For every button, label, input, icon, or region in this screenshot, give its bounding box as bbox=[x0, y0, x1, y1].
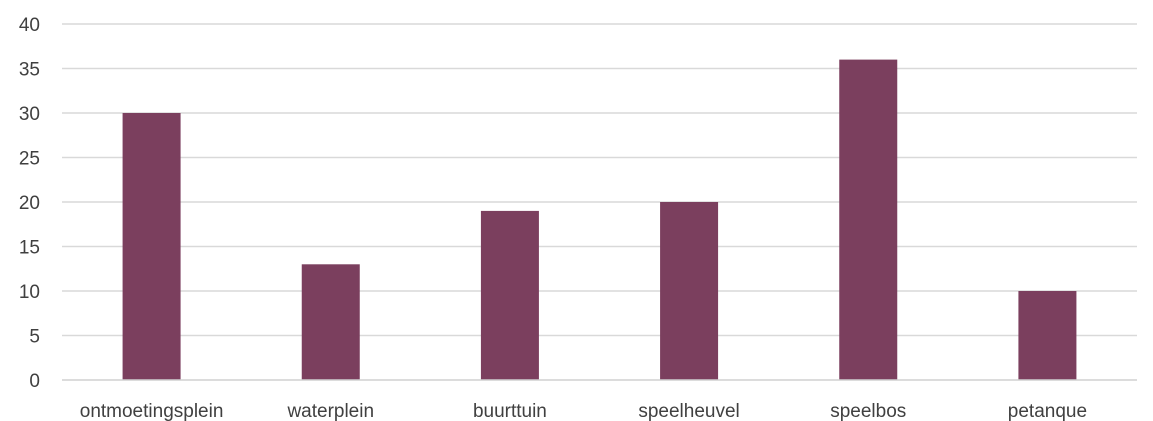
bar-speelbos bbox=[839, 59, 898, 380]
x-axis-category-labels: ontmoetingsplein waterplein buurttuin speel… bbox=[80, 401, 1087, 421]
x-tick-label: speelheuvel bbox=[638, 401, 739, 421]
gridlines bbox=[62, 23, 1137, 337]
bar-petanque bbox=[1018, 291, 1077, 380]
y-tick-label: 15 bbox=[19, 238, 40, 259]
x-tick-label: ontmoetingsplein bbox=[80, 401, 224, 421]
x-tick-label: speelbos bbox=[830, 401, 906, 421]
bar-buurttuin bbox=[480, 210, 539, 380]
y-tick-label: 25 bbox=[19, 149, 40, 170]
bar-speelheuvel bbox=[660, 202, 719, 380]
x-tick-label: petanque bbox=[1008, 401, 1087, 421]
y-tick-label: 35 bbox=[19, 60, 40, 81]
x-tick-label: waterplein bbox=[286, 401, 374, 421]
y-tick-label: 10 bbox=[19, 282, 40, 303]
y-tick-label: 0 bbox=[29, 371, 40, 392]
x-tick-label: buurttuin bbox=[473, 401, 547, 421]
y-tick-label: 40 bbox=[19, 15, 40, 36]
bar-ontmoetingsplein bbox=[122, 113, 181, 380]
y-tick-label: 20 bbox=[19, 193, 40, 214]
y-axis-tick-labels: 0 5 10 15 20 25 30 35 40 bbox=[19, 15, 40, 392]
y-tick-label: 30 bbox=[19, 104, 40, 125]
y-tick-label: 5 bbox=[29, 327, 40, 348]
bar-waterplein bbox=[301, 264, 360, 380]
bars bbox=[122, 59, 1077, 380]
